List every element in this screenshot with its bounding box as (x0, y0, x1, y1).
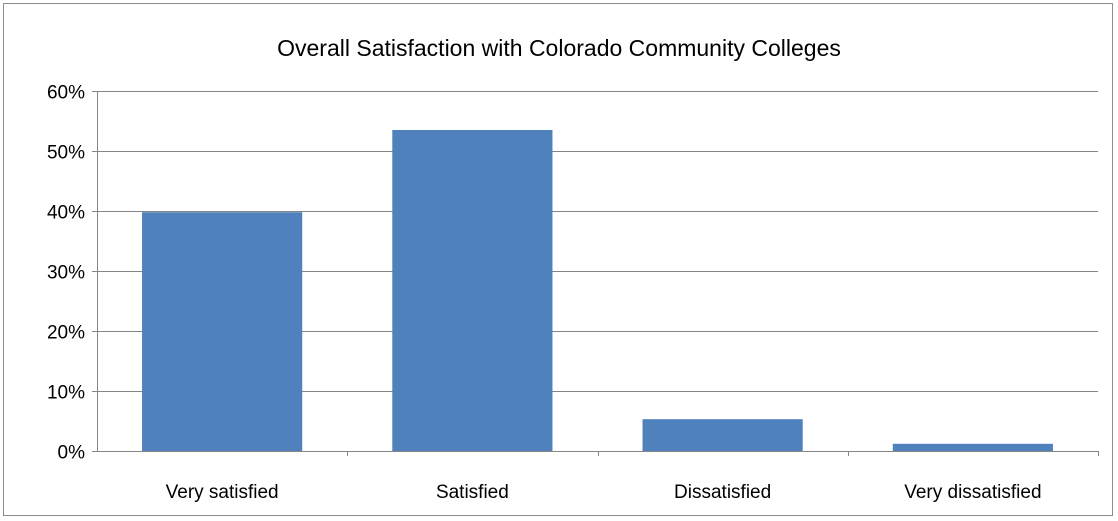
bar (392, 130, 553, 451)
y-tick-label: 60% (47, 83, 85, 104)
y-axis-tick-labels: 0% 10% 20% 30% 40% 50% 60% (47, 83, 85, 464)
y-tick-label: 40% (47, 203, 85, 224)
x-axis-category-labels: Very satisfied Satisfied Dissatisfied Very … (166, 482, 1042, 503)
axes (92, 91, 1099, 456)
bar (642, 419, 803, 451)
y-tick-label: 50% (47, 143, 85, 164)
y-tick-label: 30% (47, 263, 85, 284)
x-category-label: Satisfied (436, 482, 509, 503)
bar (892, 443, 1053, 451)
x-category-label: Dissatisfied (674, 482, 771, 503)
bars (142, 130, 1053, 451)
x-category-label: Very dissatisfied (904, 482, 1041, 503)
chart-title: Overall Satisfaction with Colorado Commu… (277, 35, 841, 61)
y-tick-label: 20% (47, 323, 85, 344)
y-tick-label: 10% (47, 383, 85, 404)
x-category-label: Very satisfied (166, 482, 279, 503)
y-tick-label: 0% (58, 443, 86, 464)
bar (142, 212, 303, 451)
